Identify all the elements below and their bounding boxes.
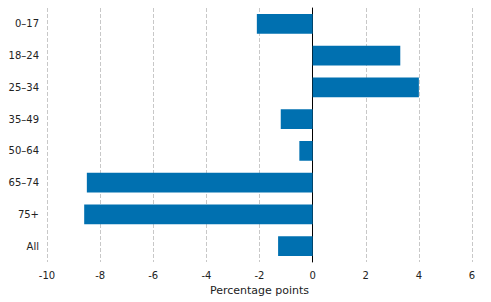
svg-text:All: All [27,241,39,252]
svg-text:-4: -4 [201,270,211,281]
svg-text:65–74: 65–74 [9,177,39,188]
svg-text:75+: 75+ [18,209,39,220]
svg-text:-2: -2 [255,270,265,281]
svg-text:2: 2 [363,270,369,281]
svg-text:50–64: 50–64 [9,145,39,156]
svg-text:0–17: 0–17 [15,18,39,29]
svg-text:4: 4 [416,270,422,281]
svg-text:-6: -6 [148,270,158,281]
svg-text:-10: -10 [39,270,55,281]
svg-text:Percentage points: Percentage points [210,284,309,297]
svg-text:35–49: 35–49 [9,114,39,125]
svg-text:25–34: 25–34 [9,82,39,93]
svg-text:0: 0 [309,270,315,281]
svg-text:18–24: 18–24 [9,50,39,61]
svg-text:6: 6 [469,270,475,281]
svg-text:-8: -8 [95,270,105,281]
